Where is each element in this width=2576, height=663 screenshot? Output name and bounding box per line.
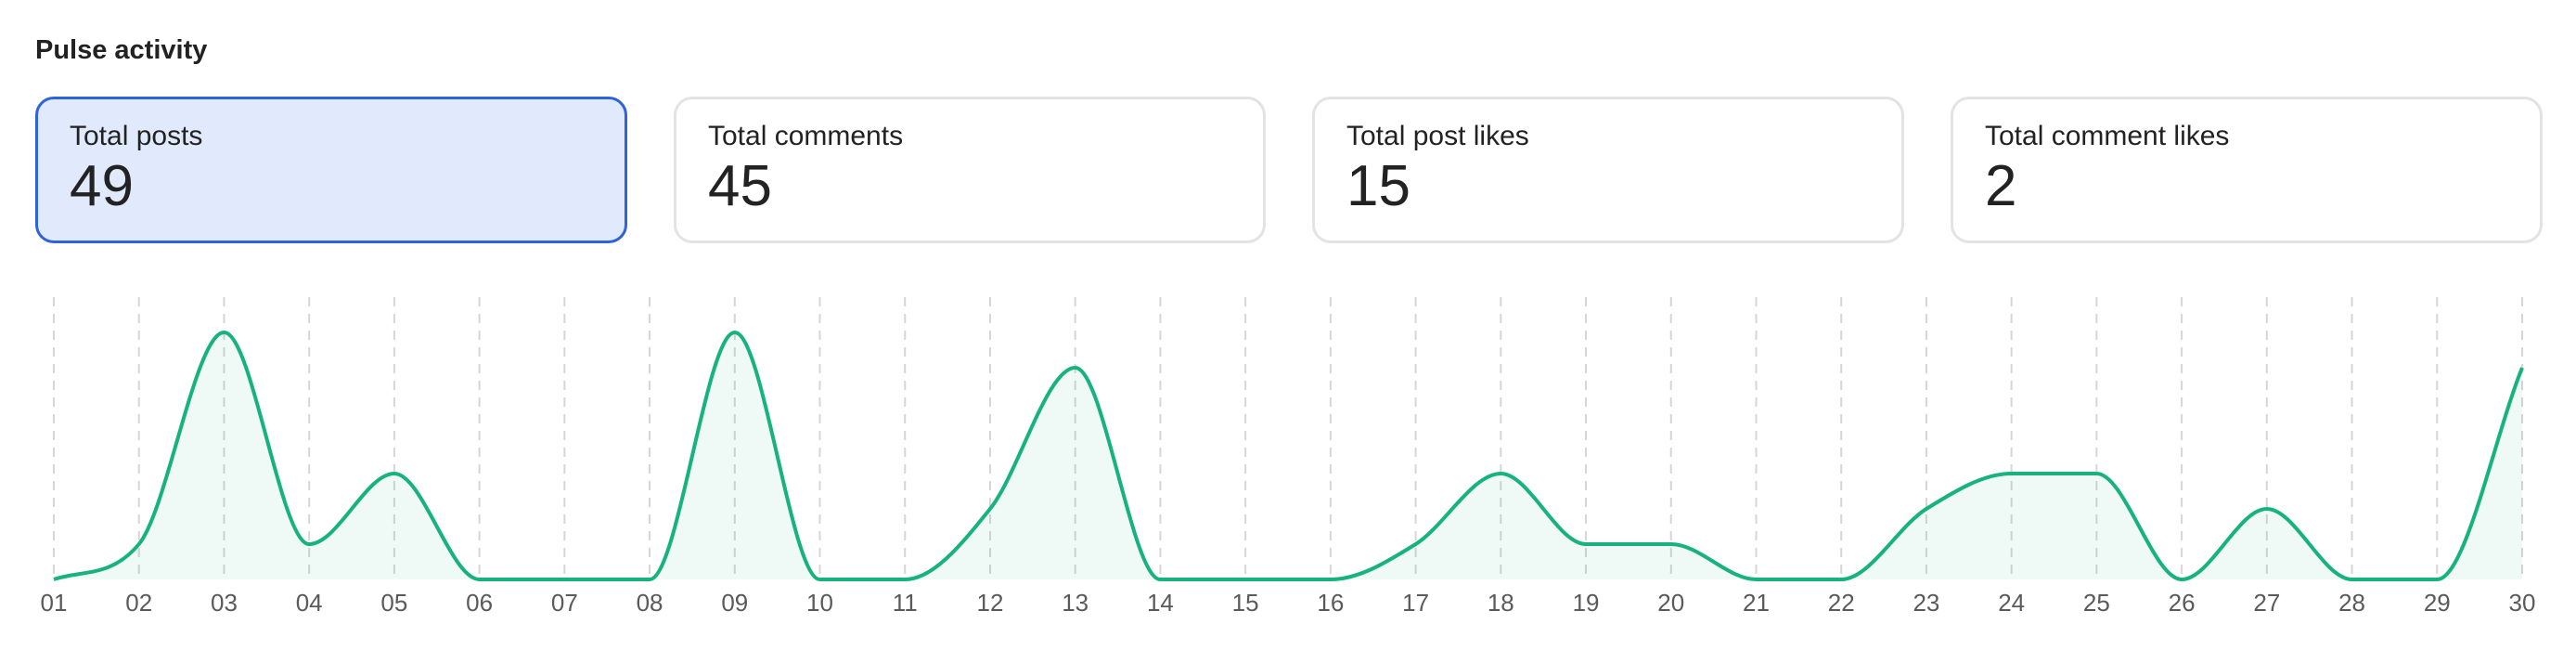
x-tick-label: 20 bbox=[1657, 589, 1684, 617]
grid-lines bbox=[53, 297, 2523, 579]
x-tick-label: 07 bbox=[551, 589, 578, 617]
card-value: 45 bbox=[708, 154, 772, 218]
x-tick-label: 30 bbox=[2509, 589, 2536, 617]
x-tick-label: 28 bbox=[2338, 589, 2365, 617]
card-label: Total posts bbox=[70, 121, 203, 151]
card-total-posts[interactable]: Total posts 49 bbox=[35, 97, 627, 243]
card-label: Total comments bbox=[708, 121, 904, 151]
card-value: 2 bbox=[1985, 154, 2017, 218]
x-tick-label: 03 bbox=[211, 589, 238, 617]
section-title: Pulse activity bbox=[35, 35, 208, 65]
x-tick-label: 29 bbox=[2424, 589, 2451, 617]
card-value: 49 bbox=[70, 154, 134, 218]
x-tick-label: 14 bbox=[1147, 589, 1174, 617]
x-tick-label: 09 bbox=[721, 589, 748, 617]
x-tick-label: 22 bbox=[1828, 589, 1855, 617]
x-tick-label: 27 bbox=[2253, 589, 2280, 617]
card-label: Total post likes bbox=[1346, 121, 1529, 151]
card-value: 15 bbox=[1346, 154, 1410, 218]
x-tick-label: 25 bbox=[2083, 589, 2110, 617]
x-tick-label: 18 bbox=[1488, 589, 1514, 617]
card-total-comment-likes[interactable]: Total comment likes 2 bbox=[1951, 97, 2543, 243]
x-tick-label: 17 bbox=[1402, 589, 1429, 617]
x-tick-label: 15 bbox=[1232, 589, 1259, 617]
metric-cards: Total posts 49 Total comments 45 Total p… bbox=[35, 97, 2543, 243]
x-tick-label: 16 bbox=[1317, 589, 1344, 617]
x-tick-label: 23 bbox=[1913, 589, 1939, 617]
x-tick-label: 12 bbox=[977, 589, 1004, 617]
x-tick-label: 04 bbox=[296, 589, 323, 617]
series-area bbox=[54, 332, 2522, 579]
x-tick-label: 19 bbox=[1573, 589, 1600, 617]
x-tick-label: 01 bbox=[41, 589, 68, 617]
card-total-comments[interactable]: Total comments 45 bbox=[674, 97, 1266, 243]
x-tick-label: 05 bbox=[380, 589, 407, 617]
x-tick-label: 02 bbox=[125, 589, 152, 617]
x-tick-label: 10 bbox=[806, 589, 833, 617]
x-tick-label: 24 bbox=[1998, 589, 2025, 617]
x-tick-label: 13 bbox=[1062, 589, 1088, 617]
x-tick-label: 06 bbox=[466, 589, 493, 617]
series-line bbox=[53, 331, 2524, 581]
x-tick-label: 08 bbox=[637, 589, 663, 617]
x-tick-label: 26 bbox=[2169, 589, 2196, 617]
x-axis-ticks: 01 02 03 04 05 06 07 08 09 10 11 12 13 14 15 16 17 18 19 20… bbox=[41, 589, 2536, 617]
card-label: Total comment likes bbox=[1985, 121, 2230, 151]
card-total-post-likes[interactable]: Total post likes 15 bbox=[1312, 97, 1904, 243]
x-tick-label: 21 bbox=[1743, 589, 1770, 617]
x-tick-label: 11 bbox=[893, 589, 918, 617]
activity-chart: 01 02 03 04 05 06 07 08 09 10 11 12 13 14 15 16 17 18 19 20… bbox=[41, 297, 2536, 617]
